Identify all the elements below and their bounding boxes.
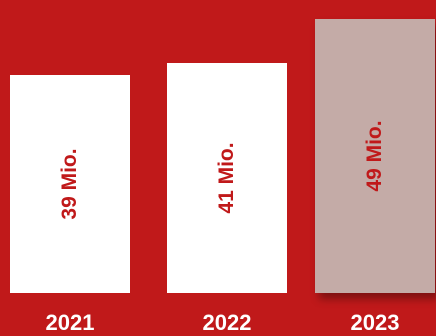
category-label: 2022 [202,310,252,335]
bar-2023: 49 Mio. [315,18,435,293]
bar-2022: 41 Mio. [167,63,287,293]
bar-value-label: 39 Mio. [58,148,81,220]
bar-value-label: 49 Mio. [363,120,386,192]
bar-2021: 39 Mio. [10,74,130,293]
category-label: 2023 [350,310,400,335]
category-label: 2021 [45,310,95,335]
bar-value-label: 41 Mio. [215,142,238,214]
